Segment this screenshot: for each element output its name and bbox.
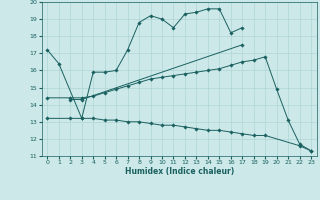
X-axis label: Humidex (Indice chaleur): Humidex (Indice chaleur) [124, 167, 234, 176]
